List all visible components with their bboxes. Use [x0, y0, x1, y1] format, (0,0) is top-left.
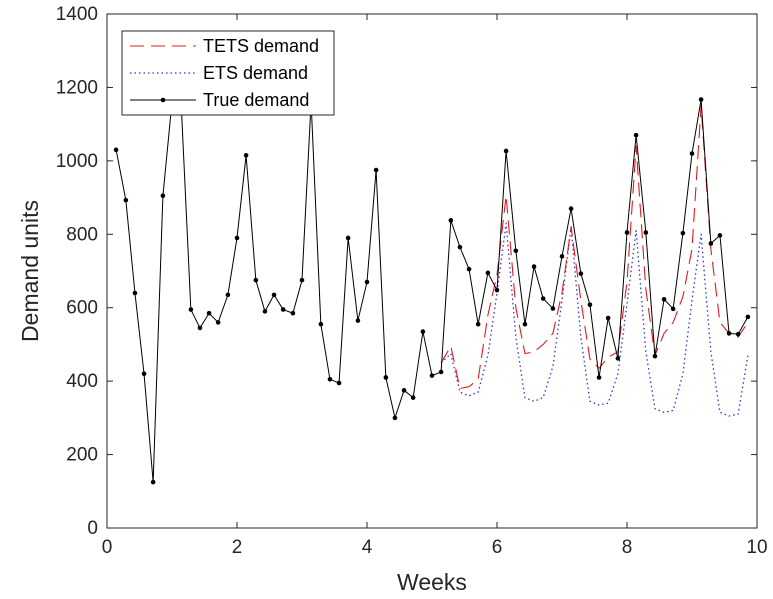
- data-point: [188, 307, 194, 312]
- data-point: [457, 244, 463, 250]
- data-point: [253, 277, 259, 283]
- data-point: [578, 271, 584, 276]
- data-point: [401, 388, 407, 393]
- data-point: [383, 375, 389, 380]
- data-point: [373, 167, 379, 173]
- legend: TETS demand ETS demand True demand: [121, 30, 335, 116]
- data-point: [271, 292, 277, 298]
- data-point: [355, 318, 361, 323]
- data-point: [680, 230, 686, 236]
- data-point: [345, 235, 351, 241]
- data-point: [698, 97, 704, 102]
- plot-frame: [106, 13, 758, 529]
- data-point: [735, 331, 741, 337]
- x-tick-label: 0: [102, 537, 113, 558]
- series-line-tets-demand: [440, 105, 749, 390]
- data-point: [494, 287, 500, 293]
- data-point: [150, 479, 156, 485]
- y-tick-label: 800: [66, 224, 98, 245]
- data-point: [540, 296, 546, 301]
- data-point: [587, 302, 593, 308]
- data-point: [299, 277, 305, 283]
- x-tick-label: 6: [492, 537, 503, 558]
- data-point: [327, 377, 333, 382]
- data-point: [689, 151, 695, 156]
- data-point: [615, 356, 621, 361]
- data-point: [652, 353, 658, 359]
- x-tick-label: 2: [232, 537, 243, 558]
- data-point: [280, 307, 286, 312]
- y-tick-label: 400: [66, 371, 98, 392]
- data-point: [336, 380, 342, 386]
- y-tick-label: 1200: [56, 77, 98, 98]
- legend-label: True demand: [203, 90, 309, 110]
- data-point: [531, 264, 537, 269]
- data-point: [318, 321, 324, 327]
- series-layer: [113, 97, 751, 485]
- data-point: [448, 218, 454, 223]
- data-point: [429, 373, 435, 378]
- data-point: [708, 241, 714, 246]
- data-point: [633, 132, 639, 138]
- y-tick-label: 600: [66, 298, 98, 319]
- data-point: [132, 290, 138, 296]
- y-tick-label: 0: [87, 518, 98, 539]
- x-tick-label: 8: [622, 537, 633, 558]
- data-point: [234, 235, 240, 241]
- data-point: [596, 375, 602, 380]
- data-point: [550, 306, 556, 311]
- data-point: [262, 309, 268, 314]
- data-point: [605, 315, 611, 321]
- data-point: [466, 266, 472, 272]
- data-point: [643, 230, 649, 235]
- data-point: [290, 310, 296, 316]
- y-axis-label: Demand units: [17, 200, 43, 342]
- data-point: [215, 320, 221, 325]
- data-point: [113, 147, 119, 153]
- data-point: [661, 296, 667, 302]
- data-point: [197, 325, 203, 331]
- data-point: [503, 148, 509, 154]
- data-point: [364, 279, 370, 285]
- x-tick-label: 4: [362, 537, 373, 558]
- data-point: [513, 248, 519, 254]
- data-point: [420, 329, 426, 334]
- legend-marker: [160, 97, 166, 103]
- x-tick-label: 10: [746, 537, 767, 558]
- series-line-ets-demand: [440, 222, 749, 417]
- data-point: [438, 369, 444, 375]
- data-point: [141, 371, 147, 377]
- data-point: [717, 233, 723, 238]
- data-point: [225, 292, 231, 298]
- y-tick-label: 1000: [56, 151, 98, 172]
- data-point: [123, 197, 129, 203]
- legend-label: ETS demand: [203, 63, 308, 83]
- data-point: [559, 254, 565, 259]
- ticks-layer: 0 2 4 6 8 10 0 200 400 600 800 1000 1200 1400: [56, 4, 768, 558]
- data-point: [485, 270, 491, 276]
- data-point: [670, 306, 676, 312]
- data-point: [392, 415, 398, 421]
- x-axis-label: Weeks: [397, 569, 467, 595]
- data-point: [206, 310, 212, 316]
- legend-label: TETS demand: [203, 36, 319, 56]
- data-point: [243, 153, 249, 158]
- data-point: [522, 321, 528, 327]
- data-point: [410, 395, 416, 400]
- data-point: [160, 193, 166, 199]
- y-tick-label: 1400: [56, 4, 98, 25]
- y-tick-label: 200: [66, 445, 98, 466]
- data-point: [624, 230, 630, 235]
- data-point: [726, 331, 732, 336]
- data-point: [475, 321, 481, 327]
- data-point: [568, 206, 574, 211]
- data-point: [745, 314, 751, 320]
